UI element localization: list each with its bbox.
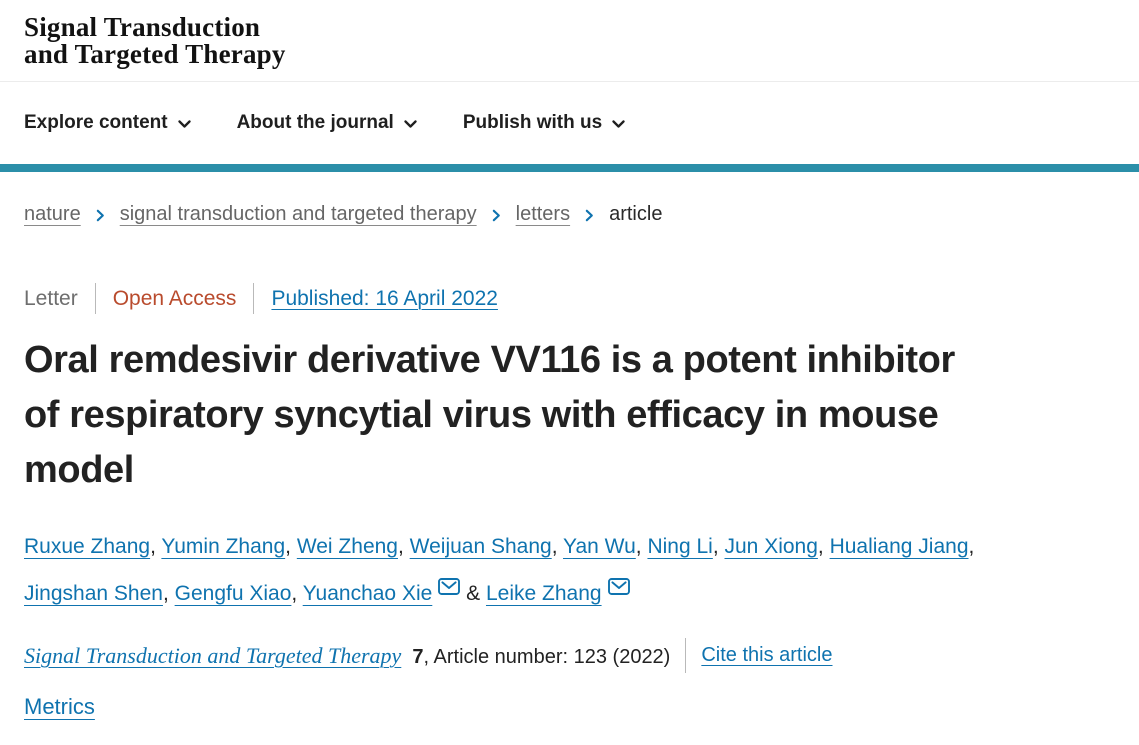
breadcrumb-current: article — [609, 203, 663, 225]
breadcrumb: nature signal transduction and targeted t… — [24, 203, 1115, 226]
meta-divider — [253, 283, 255, 314]
nav-item-label: About the journal — [236, 112, 394, 133]
journal-logo-line2: and Targeted Therapy — [24, 38, 286, 69]
author-link-yumin-zhang[interactable]: Yumin Zhang — [161, 535, 286, 558]
citation-suffix: , Article number: 123 (2022) — [423, 645, 671, 668]
published-date-link[interactable]: Published: 16 April 2022 — [271, 286, 498, 310]
author-link-ning-li[interactable]: Ning Li — [647, 535, 713, 558]
author-link-jingshan-shen[interactable]: Jingshan Shen — [24, 582, 163, 605]
email-author-button[interactable] — [602, 578, 630, 605]
accent-bar — [0, 164, 1139, 172]
main-nav: Explore content About the journal Publish … — [0, 82, 1139, 164]
chevron-right-icon — [492, 209, 500, 222]
citation-line: Signal Transduction and Targeted Therapy… — [24, 638, 1115, 673]
chevron-down-icon — [612, 120, 625, 128]
journal-logo[interactable]: Signal Transduction and Targeted Therapy — [24, 11, 286, 69]
nav-item-about-the-journal[interactable]: About the journal — [237, 112, 417, 134]
author-link-wei-zheng[interactable]: Wei Zheng — [296, 535, 398, 558]
breadcrumb-link-nature[interactable]: nature — [24, 203, 81, 225]
author-link-ruxue-zhang[interactable]: Ruxue Zhang — [24, 535, 151, 558]
breadcrumb-separator — [96, 207, 105, 222]
chevron-down-icon — [177, 120, 191, 128]
citation-volume: 7 — [412, 645, 424, 668]
nav-item-label: Publish with us — [462, 112, 603, 133]
author-link-gengfu-xiao[interactable]: Gengfu Xiao — [174, 582, 292, 605]
site-header: Signal Transduction and Targeted Therapy — [0, 0, 1139, 82]
breadcrumb-link-letters[interactable]: letters — [515, 203, 571, 225]
nav-item-explore-content[interactable]: Explore content — [24, 112, 191, 134]
email-author-button[interactable] — [432, 578, 461, 605]
author-link-leike-zhang[interactable]: Leike Zhang — [485, 582, 602, 605]
breadcrumb-separator — [492, 207, 501, 222]
citation-divider — [685, 638, 687, 673]
email-icon[interactable] — [438, 578, 461, 595]
article-title: Oral remdesivir derivative VV116 is a po… — [24, 339, 955, 491]
author-link-yan-wu[interactable]: Yan Wu — [563, 535, 636, 558]
email-icon[interactable] — [607, 578, 630, 595]
open-access-badge: Open Access — [112, 286, 237, 310]
author-list: Ruxue Zhang, Yumin Zhang, Wei Zheng, Wei… — [24, 535, 975, 605]
meta-divider — [94, 283, 96, 314]
author-link-jun-xiong[interactable]: Jun Xiong — [724, 535, 818, 558]
article-type-label: Letter — [24, 286, 78, 310]
chevron-right-icon — [585, 209, 593, 222]
chevron-right-icon — [96, 209, 104, 222]
author-link-yuanchao-xie[interactable]: Yuanchao Xie — [302, 582, 433, 605]
metrics-row: Metrics — [24, 694, 1115, 720]
citation-text: Signal Transduction and Targeted Therapy… — [24, 643, 670, 669]
nav-item-publish-with-us[interactable]: Publish with us — [463, 112, 625, 134]
author-ampersand: & — [460, 582, 486, 605]
journal-logo-line1: Signal Transduction — [24, 11, 261, 42]
author-link-hualiang-jiang[interactable]: Hualiang Jiang — [829, 535, 969, 558]
nav-item-label: Explore content — [24, 112, 168, 133]
breadcrumb-separator — [585, 207, 594, 222]
article-meta: Letter Open Access Published: 16 April 2… — [24, 283, 1115, 314]
author-link-weijuan-shang[interactable]: Weijuan Shang — [409, 535, 552, 558]
breadcrumb-link-signal-transduction-and-targeted-therapy[interactable]: signal transduction and targeted therapy — [119, 203, 477, 225]
journal-citation-link[interactable]: Signal Transduction and Targeted Therapy — [24, 642, 402, 668]
article-page: nature signal transduction and targeted t… — [0, 203, 1139, 720]
metrics-link[interactable]: Metrics — [24, 694, 95, 719]
cite-this-article-link[interactable]: Cite this article — [701, 644, 833, 666]
chevron-down-icon — [404, 120, 417, 128]
